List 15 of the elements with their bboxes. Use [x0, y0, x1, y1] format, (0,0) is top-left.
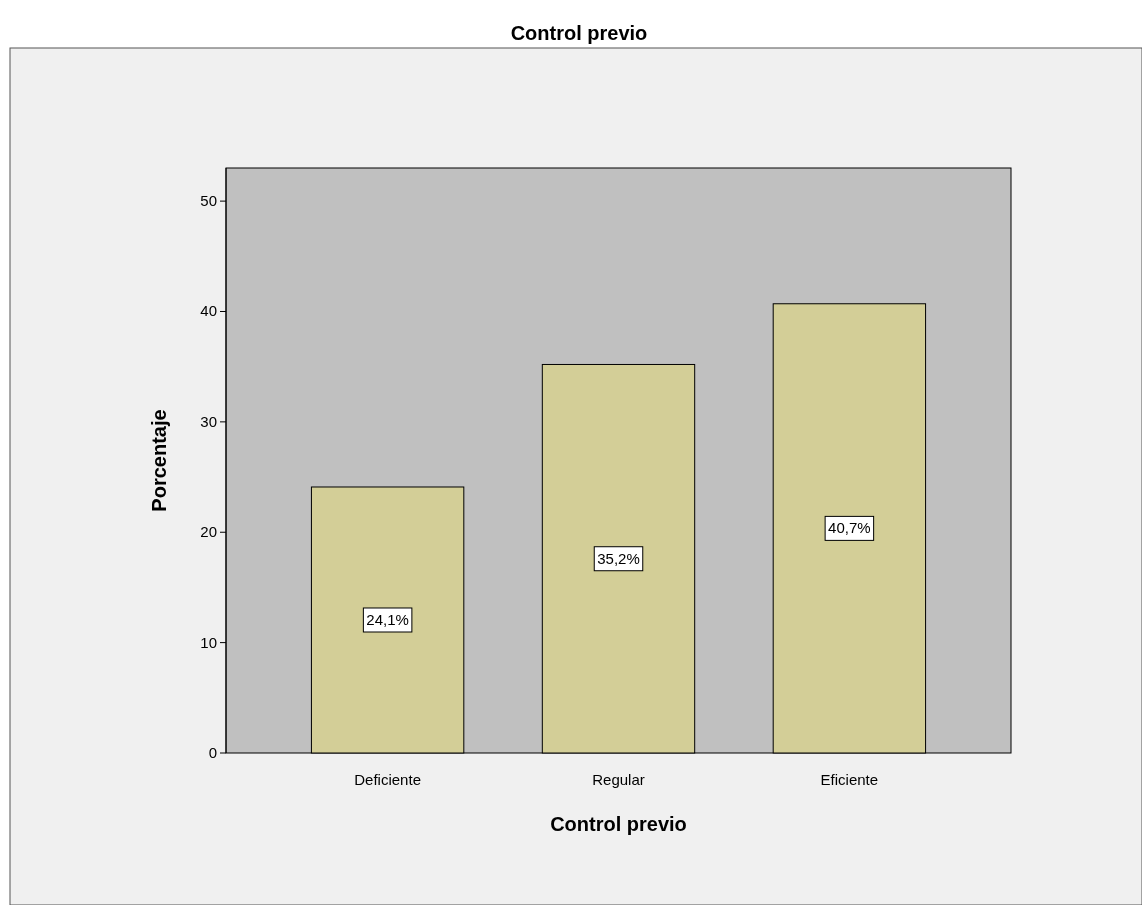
data-label: 24,1%: [366, 611, 409, 628]
x-tick-label: Regular: [592, 771, 645, 788]
y-tick-label: 50: [200, 192, 217, 210]
y-tick-label: 20: [200, 523, 217, 541]
x-axis-title: Control previo: [550, 813, 687, 835]
y-tick-label: 10: [200, 633, 217, 651]
y-tick-label: 0: [208, 744, 217, 761]
data-label: 35,2%: [597, 549, 640, 567]
y-tick-label: 30: [200, 412, 217, 430]
chart-title: Control previo: [510, 22, 648, 44]
y-tick-label: 40: [200, 302, 217, 320]
x-tick-label: Eficiente: [820, 771, 879, 788]
x-tick-label: Deficiente: [354, 771, 421, 788]
data-label: 40,7%: [828, 519, 871, 537]
y-axis-title: Porcentaje: [148, 409, 170, 512]
